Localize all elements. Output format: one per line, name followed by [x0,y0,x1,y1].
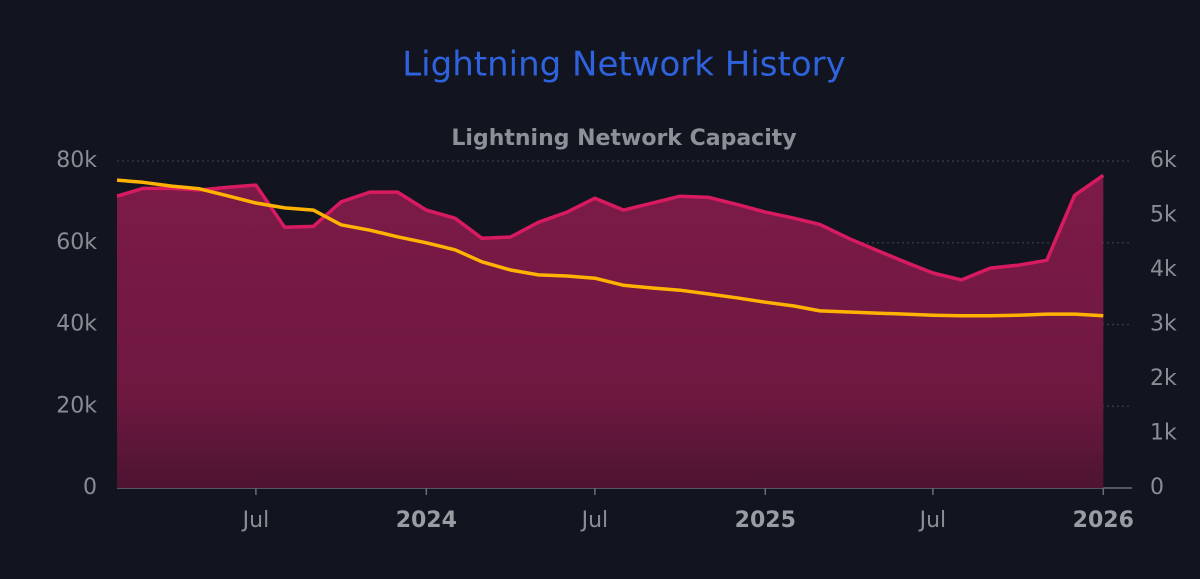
y2-tick-label: 0 [1150,475,1164,500]
y-tick-label: 20k [56,393,97,418]
y-tick-label: 40k [56,312,97,337]
y2-tick-label: 3k [1150,312,1177,337]
y-tick-label: 60k [56,230,97,255]
line [116,173,1105,282]
y2-tick-label: 6k [1150,148,1177,173]
x-tick-label: Jul [580,508,609,533]
x-tick-label: 2026 [1073,508,1134,533]
x-tick-label: 2024 [396,508,457,533]
y2-tick-label: 4k [1150,257,1177,282]
chart-title: Lightning Network History [402,45,846,85]
y-tick-label: 0 [83,475,97,500]
line [116,178,1104,318]
y2-tick-label: 1k [1150,421,1177,446]
y-tick-label: 80k [56,148,97,173]
x-tick-label: Jul [241,508,270,533]
chart-subtitle: Lightning Network Capacity [451,126,796,151]
x-tick-label: 2025 [735,508,796,533]
area [117,175,1104,489]
y2-tick-label: 5k [1150,203,1177,228]
x-tick-label: Jul [918,508,947,533]
y2-tick-label: 2k [1150,366,1177,391]
